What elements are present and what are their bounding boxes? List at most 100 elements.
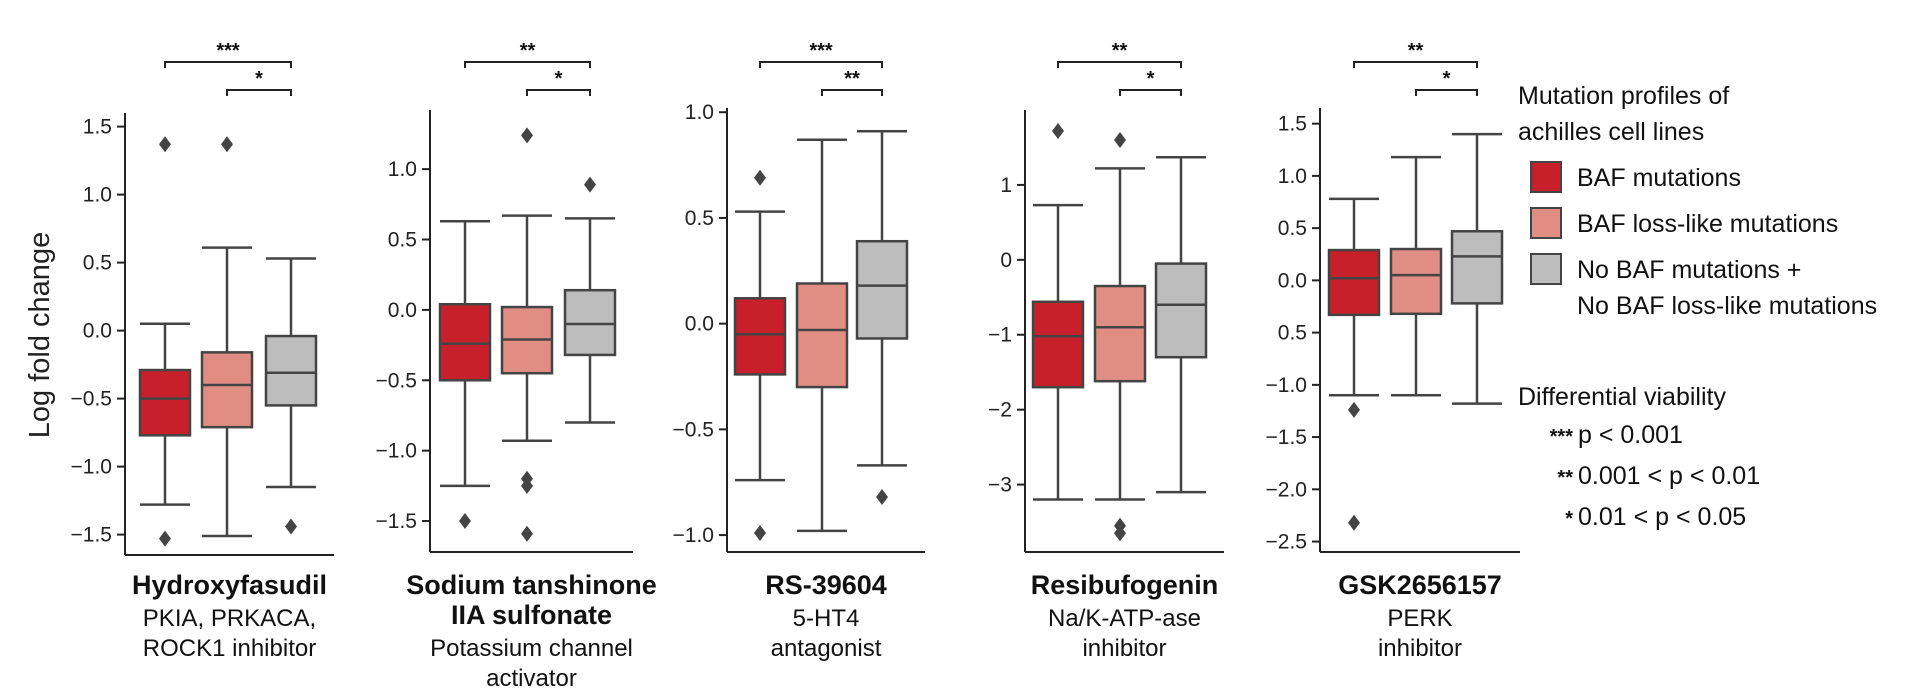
panel-subtitle: inhibitor [1378, 635, 1462, 662]
y-tick-label: −2.0 [1266, 478, 1307, 501]
y-tick-label: −0.5 [673, 418, 714, 441]
outlier-point [1114, 525, 1126, 542]
outlier-point [754, 524, 766, 541]
y-tick-label: 1.0 [1278, 165, 1307, 188]
significance-bracket [464, 61, 591, 68]
legend-swatch [1530, 253, 1562, 285]
iqr-box [264, 334, 318, 407]
viability-threshold: 0.01 < p < 0.05 [1578, 503, 1746, 531]
y-tick-label: 0.5 [388, 229, 417, 252]
panel-subtitle: inhibitor [1082, 635, 1166, 662]
legend-title: achilles cell lines [1518, 118, 1704, 146]
y-tick-label: 0.0 [83, 320, 112, 343]
panel-subtitle: Na/K-ATP-ase [1048, 605, 1201, 632]
outlier-point [1348, 514, 1360, 531]
y-tick-label: 0.0 [685, 313, 714, 336]
box-baf-mutations [438, 219, 492, 530]
y-tick-label: −1.0 [673, 524, 714, 547]
outlier-point [1114, 131, 1126, 148]
significance-stars: *** [809, 40, 833, 62]
significance-bracket [164, 61, 292, 68]
y-tick-label: −1.5 [1266, 426, 1307, 449]
significance-bracket [821, 89, 883, 96]
outlier-point [521, 127, 533, 144]
y-tick-label: 0.0 [1278, 269, 1307, 292]
iqr-box [438, 303, 492, 382]
iqr-box [1450, 230, 1504, 305]
box-baf-mutations [733, 169, 787, 541]
significance-bracket [759, 61, 883, 68]
panel-title: Sodium tanshinone [406, 570, 657, 600]
significance-bracket [526, 89, 591, 96]
viability-stars: ** [1557, 467, 1573, 489]
y-axis-label: Log fold change [24, 232, 56, 438]
viability-stars: * [1565, 508, 1573, 530]
significance-bracket [1119, 89, 1182, 96]
y-tick-label: −1.0 [1266, 374, 1307, 397]
significance-stars: * [255, 68, 263, 90]
panel-title: Resibufogenin [1031, 570, 1219, 600]
iqr-box [733, 297, 787, 376]
significance-stars: ** [1408, 40, 1424, 62]
panel-subtitle: ROCK1 inhibitor [143, 635, 316, 662]
y-tick-label: −1.0 [376, 440, 417, 463]
iqr-box [1327, 248, 1381, 317]
significance-stars: ** [844, 68, 860, 90]
box-no-baf-mutations [1450, 132, 1504, 405]
outlier-point [159, 530, 171, 547]
iqr-box [138, 368, 192, 437]
iqr-box [200, 351, 254, 429]
legend-label: No BAF loss-like mutations [1577, 292, 1877, 320]
viability-threshold: 0.001 < p < 0.01 [1578, 462, 1760, 490]
y-tick-label: −1.5 [376, 510, 417, 533]
box-baf-mutations [1327, 197, 1381, 531]
iqr-box [1154, 262, 1208, 359]
outlier-point [754, 169, 766, 186]
outlier-point [285, 518, 297, 535]
y-tick-label: 0.5 [685, 207, 714, 230]
significance-stars: ** [520, 40, 536, 62]
legend: Mutation profiles of achilles cell lines B… [1518, 82, 1877, 531]
viability-title: Differential viability [1518, 383, 1726, 411]
y-tick-label: −3 [988, 474, 1012, 497]
box-baf-loss-like-mutations [795, 138, 849, 533]
box-baf-loss-like-mutations [500, 127, 554, 542]
y-tick-label: 0.5 [83, 252, 112, 275]
y-tick-label: −1.0 [71, 456, 112, 479]
y-tick-label: 1 [1000, 174, 1012, 197]
box-no-baf-mutations [264, 257, 318, 535]
legend-swatch [1530, 161, 1562, 193]
significance-bracket [226, 89, 292, 96]
panel-title: IIA sulfonate [451, 600, 612, 630]
significance-stars: * [1443, 68, 1451, 90]
y-tick-label: 0.5 [1278, 322, 1307, 345]
outlier-point [159, 136, 171, 153]
significance-bracket [1057, 61, 1182, 68]
outlier-point [1052, 122, 1064, 139]
panel-subtitle: 5-HT4 [793, 605, 860, 632]
panel-subtitle: antagonist [771, 635, 882, 662]
y-tick-label: 0.5 [1278, 217, 1307, 240]
outlier-point [876, 489, 888, 506]
panels: 1.51.00.50.0−0.5−1.0−1.5****Hydroxyfasud… [71, 40, 1520, 691]
panel-subtitle: activator [486, 665, 577, 691]
y-tick-label: 0.0 [388, 299, 417, 322]
chart-panel-5: 1.51.00.50.00.5−1.0−1.5−2.0−2.5***GSK265… [1266, 40, 1520, 662]
panel-subtitle: Potassium channel [430, 635, 633, 662]
legend-label: No BAF mutations + [1577, 256, 1801, 284]
viability-stars: *** [1550, 426, 1574, 448]
iqr-box [1031, 300, 1085, 389]
chart-panel-1: 1.51.00.50.0−0.5−1.0−1.5****Hydroxyfasud… [71, 40, 334, 662]
outlier-point [521, 525, 533, 542]
outlier-point [584, 176, 596, 193]
iqr-box [855, 239, 909, 340]
outlier-point [1348, 401, 1360, 418]
legend-title: Mutation profiles of [1518, 82, 1729, 110]
significance-stars: * [1147, 68, 1155, 90]
iqr-box [563, 288, 617, 357]
panel-title: GSK2656157 [1338, 570, 1502, 600]
significance-stars: ** [1112, 40, 1128, 62]
y-tick-label: −1.5 [71, 524, 112, 547]
y-tick-label: −2 [988, 399, 1012, 422]
